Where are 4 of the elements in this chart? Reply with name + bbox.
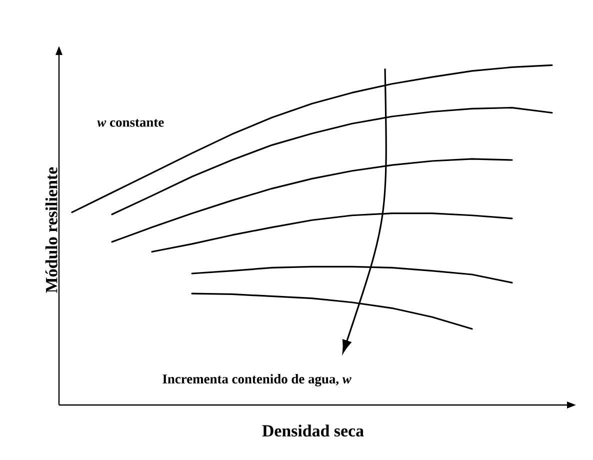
annotation: w constante: [97, 119, 164, 127]
annotation: Incrementa contenido de agua, w: [162, 374, 352, 386]
y-axis-title: Módulo resiliente: [45, 167, 58, 293]
x-axis-title: Densidad seca: [262, 424, 364, 437]
